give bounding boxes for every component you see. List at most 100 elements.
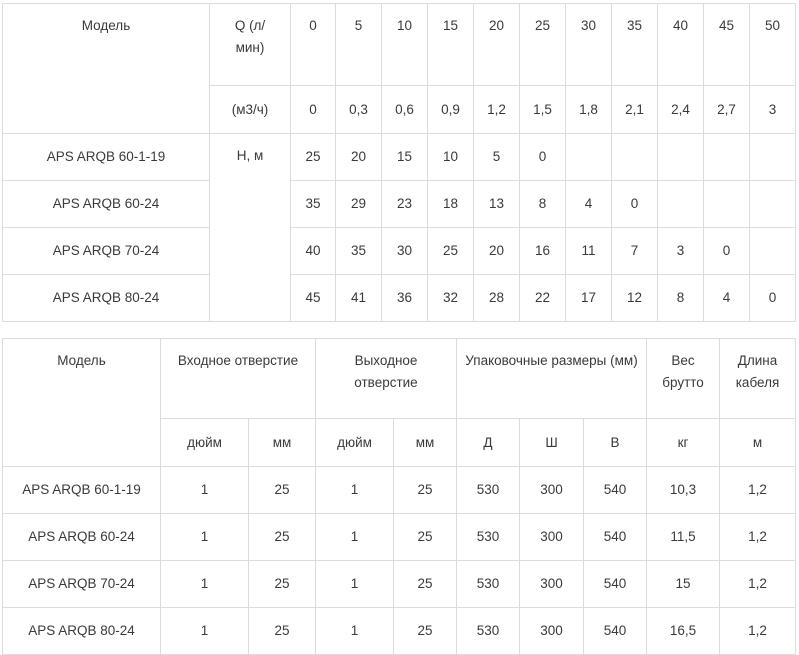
value-cell: 25	[248, 513, 316, 561]
value-cell: 530	[456, 560, 520, 608]
model-cell: APS ARQB 80-24	[2, 607, 161, 655]
head-cell: 5	[473, 133, 520, 181]
value-cell: 1	[315, 607, 394, 655]
flow-m3h-cell: 1,2	[473, 85, 520, 134]
head-cell: 25	[427, 227, 474, 275]
value-cell: 300	[519, 513, 584, 561]
value-cell: 1,2	[719, 607, 797, 655]
value-cell: 25	[393, 513, 457, 561]
value-cell: 16,5	[646, 607, 721, 655]
value-cell: 25	[393, 607, 457, 655]
flow-lmin-row: Модель Q (л/мин) 0 5 10 15 20 25 30 35 4…	[2, 3, 796, 134]
value-cell: 15	[646, 560, 721, 608]
flow-lmin-cell: 5	[335, 3, 382, 86]
value-cell: 1	[315, 466, 394, 514]
head-cell	[703, 133, 750, 181]
flow-lmin-cell: 10	[381, 3, 428, 86]
unit-cell: В	[582, 418, 648, 467]
head-cell: 4	[703, 274, 750, 322]
flow-m3h-cell: 1,8	[565, 85, 612, 134]
unit-cell: Ш	[519, 418, 584, 467]
unit-cell: дюйм	[160, 418, 249, 467]
head-cell: 17	[565, 274, 612, 322]
head-cell: 0	[611, 180, 658, 228]
flow-m3h-cell: 0	[290, 85, 336, 134]
value-cell: 300	[519, 560, 584, 608]
head-cell: 11	[565, 227, 612, 275]
value-cell: 25	[248, 560, 316, 608]
model-cell: APS ARQB 60-1-19	[2, 466, 161, 514]
table-row: APS ARQB 80-24 1 25 1 25 530 300 540 16,…	[2, 607, 797, 655]
unit-cell: дюйм	[315, 418, 394, 467]
head-header: H, м	[209, 133, 291, 322]
value-cell: 25	[248, 607, 316, 655]
head-cell	[749, 133, 796, 181]
head-cell: 20	[473, 227, 520, 275]
table-row: APS ARQB 70-24 40 35 30 25 20 16 11 7 3 …	[2, 227, 796, 275]
outlet-header: Выходное отверстие	[315, 338, 457, 419]
value-cell: 530	[456, 466, 520, 514]
value-cell: 1	[160, 607, 249, 655]
head-cell: 23	[381, 180, 428, 228]
head-cell: 36	[381, 274, 428, 322]
inlet-header: Входное отверстие	[160, 338, 316, 419]
flow-lmin-cell: 35	[611, 3, 658, 86]
head-cell: 29	[335, 180, 382, 228]
head-cell: 35	[290, 180, 336, 228]
head-cell: 25	[290, 133, 336, 181]
head-cell	[749, 227, 796, 275]
flow-lmin-cell: 40	[657, 3, 704, 86]
flow-header-label: Q (л/мин)	[234, 18, 266, 55]
unit-cell: мм	[248, 418, 316, 467]
table-row: APS ARQB 60-24 1 25 1 25 530 300 540 11,…	[2, 513, 797, 561]
model-cell: APS ARQB 60-24	[2, 180, 210, 228]
head-cell: 0	[749, 274, 796, 322]
value-cell: 1	[160, 466, 249, 514]
head-cell: 0	[519, 133, 566, 181]
head-cell: 45	[290, 274, 336, 322]
value-cell: 1,2	[719, 466, 797, 514]
head-cell	[565, 133, 612, 181]
model-cell: APS ARQB 70-24	[2, 227, 210, 275]
head-cell: 41	[335, 274, 382, 322]
value-cell: 1	[160, 513, 249, 561]
value-cell: 1	[315, 513, 394, 561]
performance-table: Модель Q (л/мин) 0 5 10 15 20 25 30 35 4…	[2, 3, 796, 322]
flow-lmin-cell: 20	[473, 3, 520, 86]
head-cell: 28	[473, 274, 520, 322]
flow-header: Q (л/мин)	[209, 3, 291, 86]
units-row: дюйм мм дюйм мм Д Ш В кг м	[3, 418, 797, 467]
flow-lmin-cell: 0	[290, 3, 336, 86]
unit-cell: мм	[393, 418, 457, 467]
flow-m3h-cell: 0,3	[335, 85, 382, 134]
head-cell: 15	[381, 133, 428, 181]
head-cell	[611, 133, 658, 181]
head-cell: 20	[335, 133, 382, 181]
dimensions-table: Модель Входное отверстие Выходное отверс…	[2, 338, 797, 655]
head-cell: 30	[381, 227, 428, 275]
value-cell: 540	[582, 607, 648, 655]
table-row: APS ARQB 80-24 45 41 36 32 28 22 17 12 8…	[2, 274, 796, 322]
model-cell: APS ARQB 60-24	[2, 513, 161, 561]
value-cell: 1,2	[719, 560, 797, 608]
model-cell: APS ARQB 60-1-19	[2, 133, 210, 181]
table-row: APS ARQB 60-24 35 29 23 18 13 8 4 0	[2, 180, 796, 228]
gross-weight-header: Вес брутто	[646, 338, 721, 419]
model-cell: APS ARQB 80-24	[2, 274, 210, 322]
head-cell	[703, 180, 750, 228]
head-cell: 16	[519, 227, 566, 275]
value-cell: 25	[393, 560, 457, 608]
value-cell: 10,3	[646, 466, 721, 514]
value-cell: 300	[519, 466, 584, 514]
table-row: APS ARQB 60-1-19 1 25 1 25 530 300 540 1…	[2, 466, 797, 514]
flow-lmin-cell: 50	[749, 3, 796, 86]
package-size-header: Упаковочные размеры (мм)	[455, 338, 648, 419]
value-cell: 530	[456, 607, 520, 655]
value-cell: 1	[160, 560, 249, 608]
flow-lmin-cell: 25	[519, 3, 566, 86]
value-cell: 1,2	[719, 513, 797, 561]
unit-cell: Д	[456, 418, 520, 467]
head-cell	[657, 180, 704, 228]
head-cell: 13	[473, 180, 520, 228]
flow-m3h-row: (м3/ч) 0 0,3 0,6 0,9 1,2 1,5 1,8 2,1 2,4…	[3, 85, 796, 134]
